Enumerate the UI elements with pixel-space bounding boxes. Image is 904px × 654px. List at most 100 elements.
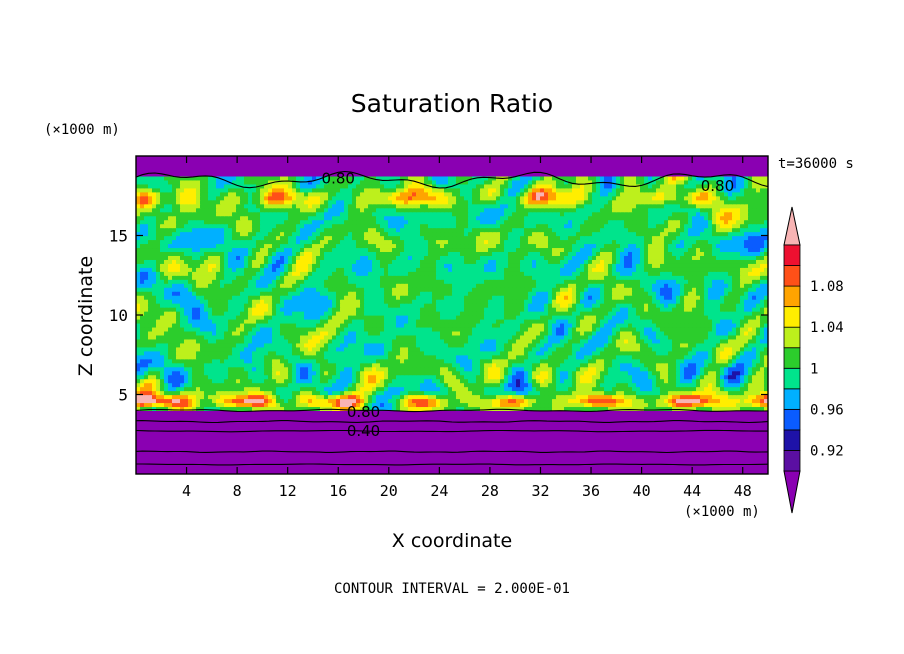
- heatmap-cell: [672, 370, 677, 376]
- heatmap-cell: [672, 358, 677, 364]
- heatmap-cell: [692, 414, 697, 419]
- heatmap-cell: [456, 370, 461, 376]
- heatmap-cell: [144, 434, 149, 439]
- heatmap-cell: [344, 466, 349, 471]
- heatmap-cell: [324, 438, 329, 443]
- heatmap-cell: [728, 446, 733, 451]
- heatmap-cell: [612, 350, 617, 356]
- heatmap-cell: [356, 366, 361, 372]
- heatmap-cell: [516, 350, 521, 356]
- heatmap-cell: [188, 410, 193, 415]
- heatmap-cell: [384, 434, 389, 439]
- heatmap-cell: [424, 414, 429, 419]
- heatmap-cell: [588, 414, 593, 419]
- heatmap-cell: [276, 394, 281, 400]
- heatmap-cell: [136, 382, 141, 388]
- heatmap-cell: [280, 386, 285, 392]
- heatmap-cell: [392, 458, 397, 463]
- heatmap-cell: [624, 386, 629, 392]
- heatmap-cell: [552, 466, 557, 471]
- heatmap-cell: [364, 466, 369, 471]
- heatmap-cell: [588, 382, 593, 388]
- heatmap-cell: [164, 374, 169, 380]
- heatmap-cell: [188, 390, 193, 396]
- heatmap-cell: [176, 422, 181, 427]
- heatmap-cell: [260, 402, 265, 408]
- heatmap-cell: [608, 358, 613, 364]
- heatmap-cell: [676, 394, 681, 400]
- heatmap-cell: [732, 466, 737, 471]
- heatmap-cell: [604, 398, 609, 404]
- heatmap-cell: [276, 434, 281, 439]
- heatmap-cell: [428, 458, 433, 463]
- heatmap-cell: [152, 470, 157, 474]
- heatmap-cell: [172, 398, 177, 404]
- heatmap-cell: [436, 410, 441, 415]
- heatmap-cell: [668, 390, 673, 396]
- heatmap-cell: [564, 458, 569, 463]
- heatmap-cell: [696, 354, 701, 360]
- heatmap-cell: [520, 426, 525, 431]
- heatmap-cell: [204, 438, 209, 443]
- heatmap-cell: [368, 414, 373, 419]
- heatmap-cell: [592, 406, 597, 412]
- heatmap-cell: [756, 434, 761, 439]
- heatmap-cell: [396, 366, 401, 372]
- heatmap-cell: [484, 386, 489, 392]
- heatmap-cell: [392, 450, 397, 455]
- heatmap-cell: [328, 394, 333, 400]
- heatmap-cell: [416, 398, 421, 404]
- heatmap-cell: [556, 374, 561, 380]
- heatmap-cell: [192, 414, 197, 419]
- heatmap-cell: [252, 378, 257, 384]
- heatmap-cell: [356, 466, 361, 471]
- heatmap-cell: [512, 346, 517, 352]
- heatmap-cell: [252, 470, 257, 474]
- heatmap-cell: [432, 410, 437, 415]
- heatmap-cell: [344, 458, 349, 463]
- heatmap-cell: [456, 414, 461, 419]
- heatmap-cell: [412, 374, 417, 380]
- heatmap-cell: [720, 350, 725, 356]
- heatmap-cell: [400, 402, 405, 408]
- heatmap-cell: [564, 426, 569, 431]
- heatmap-cell: [648, 434, 653, 439]
- heatmap-cell: [656, 470, 661, 474]
- heatmap-cell: [140, 446, 145, 451]
- heatmap-cell: [360, 442, 365, 447]
- heatmap-cell: [728, 406, 733, 412]
- heatmap-cell: [532, 366, 537, 372]
- y-axis-unit: (×1000 m): [44, 122, 120, 138]
- heatmap-cell: [764, 370, 768, 376]
- heatmap-cell: [704, 358, 709, 364]
- heatmap-cell: [160, 438, 165, 443]
- heatmap-cell: [276, 402, 281, 408]
- heatmap-cell: [480, 350, 485, 356]
- heatmap-cell: [280, 378, 285, 384]
- heatmap-cell: [172, 430, 177, 435]
- heatmap-cell: [652, 430, 657, 435]
- heatmap-cell: [656, 414, 661, 419]
- heatmap-cell: [460, 358, 465, 364]
- heatmap-cell: [684, 434, 689, 439]
- heatmap-cell: [388, 466, 393, 471]
- heatmap-cell: [304, 430, 309, 435]
- heatmap-cell: [520, 346, 525, 352]
- heatmap-cell: [284, 438, 289, 443]
- heatmap-cell: [484, 354, 489, 360]
- heatmap-cell: [196, 394, 201, 400]
- heatmap-cell: [260, 450, 265, 455]
- heatmap-cell: [184, 374, 189, 380]
- heatmap-cell: [592, 422, 597, 427]
- heatmap-cell: [256, 378, 261, 384]
- heatmap-cell: [740, 438, 745, 443]
- heatmap-cell: [448, 426, 453, 431]
- heatmap-cell: [572, 414, 577, 419]
- heatmap-cell: [268, 410, 273, 415]
- heatmap-cell: [228, 354, 233, 360]
- heatmap-cell: [416, 378, 421, 384]
- heatmap-cell: [396, 470, 401, 474]
- heatmap-cell: [696, 394, 701, 400]
- heatmap-cell: [700, 438, 705, 443]
- heatmap-cell: [444, 382, 449, 388]
